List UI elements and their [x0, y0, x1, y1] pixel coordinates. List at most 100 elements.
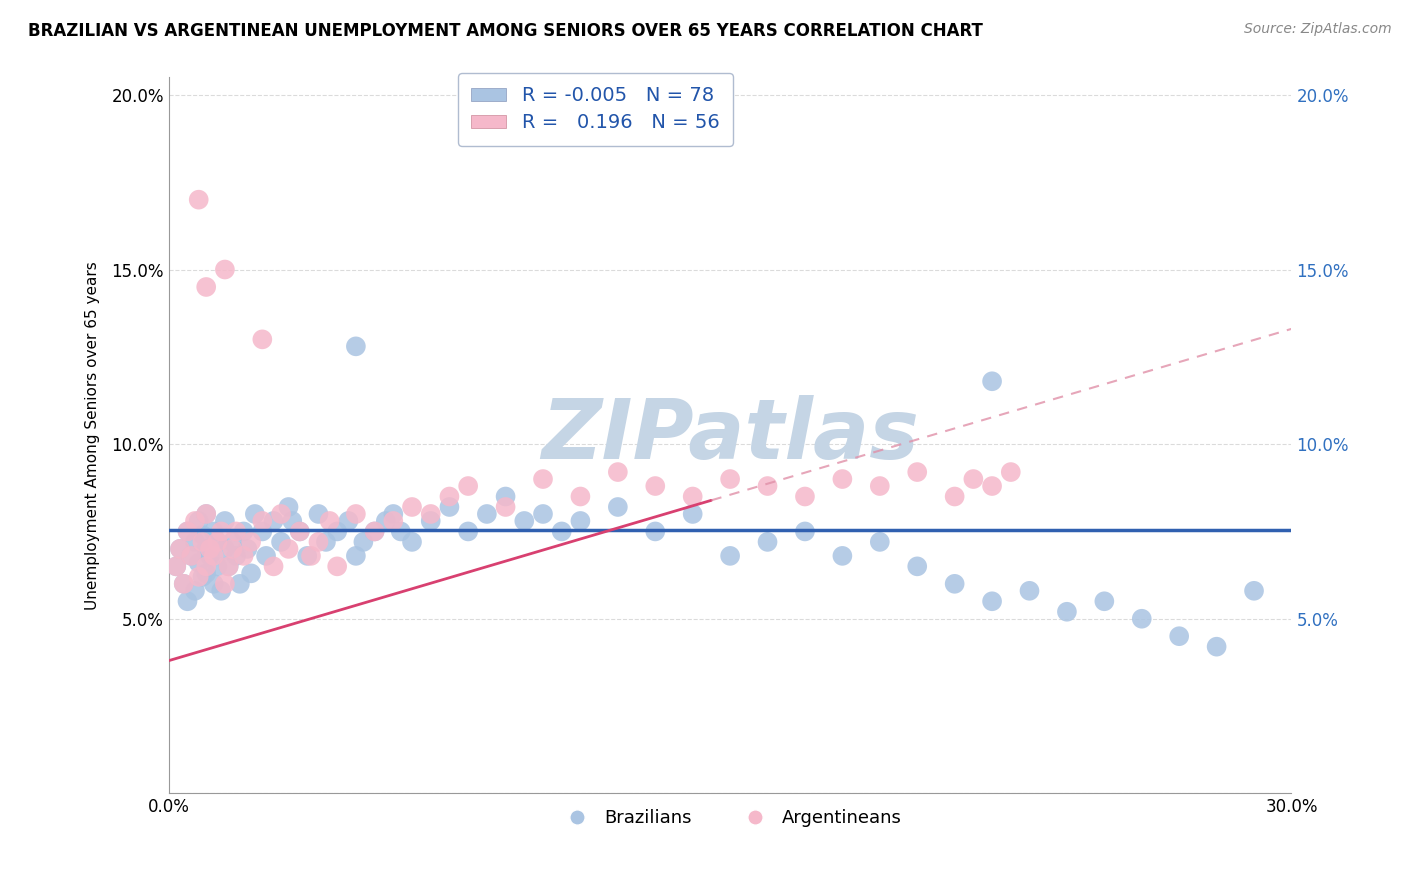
Point	[457, 479, 479, 493]
Point	[794, 490, 817, 504]
Point	[905, 559, 928, 574]
Point	[606, 500, 628, 514]
Point	[176, 594, 198, 608]
Point	[531, 472, 554, 486]
Point	[281, 514, 304, 528]
Point	[184, 583, 207, 598]
Point	[326, 559, 349, 574]
Point	[236, 541, 259, 556]
Point	[202, 549, 225, 563]
Point	[831, 472, 853, 486]
Point	[225, 524, 247, 539]
Point	[718, 472, 741, 486]
Point	[191, 570, 214, 584]
Point	[198, 549, 221, 563]
Point	[297, 549, 319, 563]
Point	[207, 535, 229, 549]
Point	[187, 570, 209, 584]
Point	[207, 559, 229, 574]
Point	[869, 535, 891, 549]
Point	[169, 541, 191, 556]
Text: BRAZILIAN VS ARGENTINEAN UNEMPLOYMENT AMONG SENIORS OVER 65 YEARS CORRELATION CH: BRAZILIAN VS ARGENTINEAN UNEMPLOYMENT AM…	[28, 22, 983, 40]
Point	[551, 524, 574, 539]
Point	[195, 566, 218, 581]
Point	[198, 541, 221, 556]
Point	[165, 559, 187, 574]
Point	[308, 507, 330, 521]
Point	[382, 514, 405, 528]
Point	[1168, 629, 1191, 643]
Point	[943, 577, 966, 591]
Point	[195, 559, 218, 574]
Point	[831, 549, 853, 563]
Point	[718, 549, 741, 563]
Point	[270, 507, 292, 521]
Point	[869, 479, 891, 493]
Point	[218, 559, 240, 574]
Point	[180, 549, 202, 563]
Point	[207, 535, 229, 549]
Point	[173, 577, 195, 591]
Point	[352, 535, 374, 549]
Point	[254, 549, 277, 563]
Point	[1092, 594, 1115, 608]
Point	[277, 500, 299, 514]
Point	[569, 514, 592, 528]
Point	[221, 535, 243, 549]
Point	[457, 524, 479, 539]
Point	[165, 559, 187, 574]
Point	[363, 524, 385, 539]
Legend: Brazilians, Argentineans: Brazilians, Argentineans	[551, 802, 908, 834]
Point	[176, 524, 198, 539]
Point	[252, 524, 274, 539]
Point	[240, 535, 263, 549]
Point	[263, 559, 285, 574]
Point	[232, 549, 254, 563]
Point	[1056, 605, 1078, 619]
Point	[401, 500, 423, 514]
Point	[981, 594, 1004, 608]
Point	[326, 524, 349, 539]
Point	[344, 507, 367, 521]
Point	[475, 507, 498, 521]
Point	[263, 514, 285, 528]
Point	[214, 514, 236, 528]
Point	[344, 339, 367, 353]
Point	[419, 514, 441, 528]
Point	[184, 514, 207, 528]
Point	[439, 500, 461, 514]
Point	[252, 514, 274, 528]
Point	[176, 524, 198, 539]
Point	[184, 535, 207, 549]
Point	[1018, 583, 1040, 598]
Point	[195, 541, 218, 556]
Point	[252, 332, 274, 346]
Point	[202, 577, 225, 591]
Point	[1205, 640, 1227, 654]
Point	[187, 193, 209, 207]
Point	[401, 535, 423, 549]
Point	[606, 465, 628, 479]
Point	[943, 490, 966, 504]
Point	[173, 577, 195, 591]
Point	[439, 490, 461, 504]
Point	[195, 507, 218, 521]
Point	[756, 535, 779, 549]
Point	[243, 507, 266, 521]
Point	[794, 524, 817, 539]
Point	[682, 490, 704, 504]
Point	[209, 583, 232, 598]
Point	[382, 507, 405, 521]
Point	[229, 577, 252, 591]
Text: ZIPatlas: ZIPatlas	[541, 395, 920, 476]
Point	[218, 559, 240, 574]
Point	[1130, 612, 1153, 626]
Point	[209, 524, 232, 539]
Point	[308, 535, 330, 549]
Point	[180, 549, 202, 563]
Point	[187, 514, 209, 528]
Point	[202, 524, 225, 539]
Y-axis label: Unemployment Among Seniors over 65 years: Unemployment Among Seniors over 65 years	[86, 261, 100, 610]
Point	[195, 507, 218, 521]
Point	[315, 535, 337, 549]
